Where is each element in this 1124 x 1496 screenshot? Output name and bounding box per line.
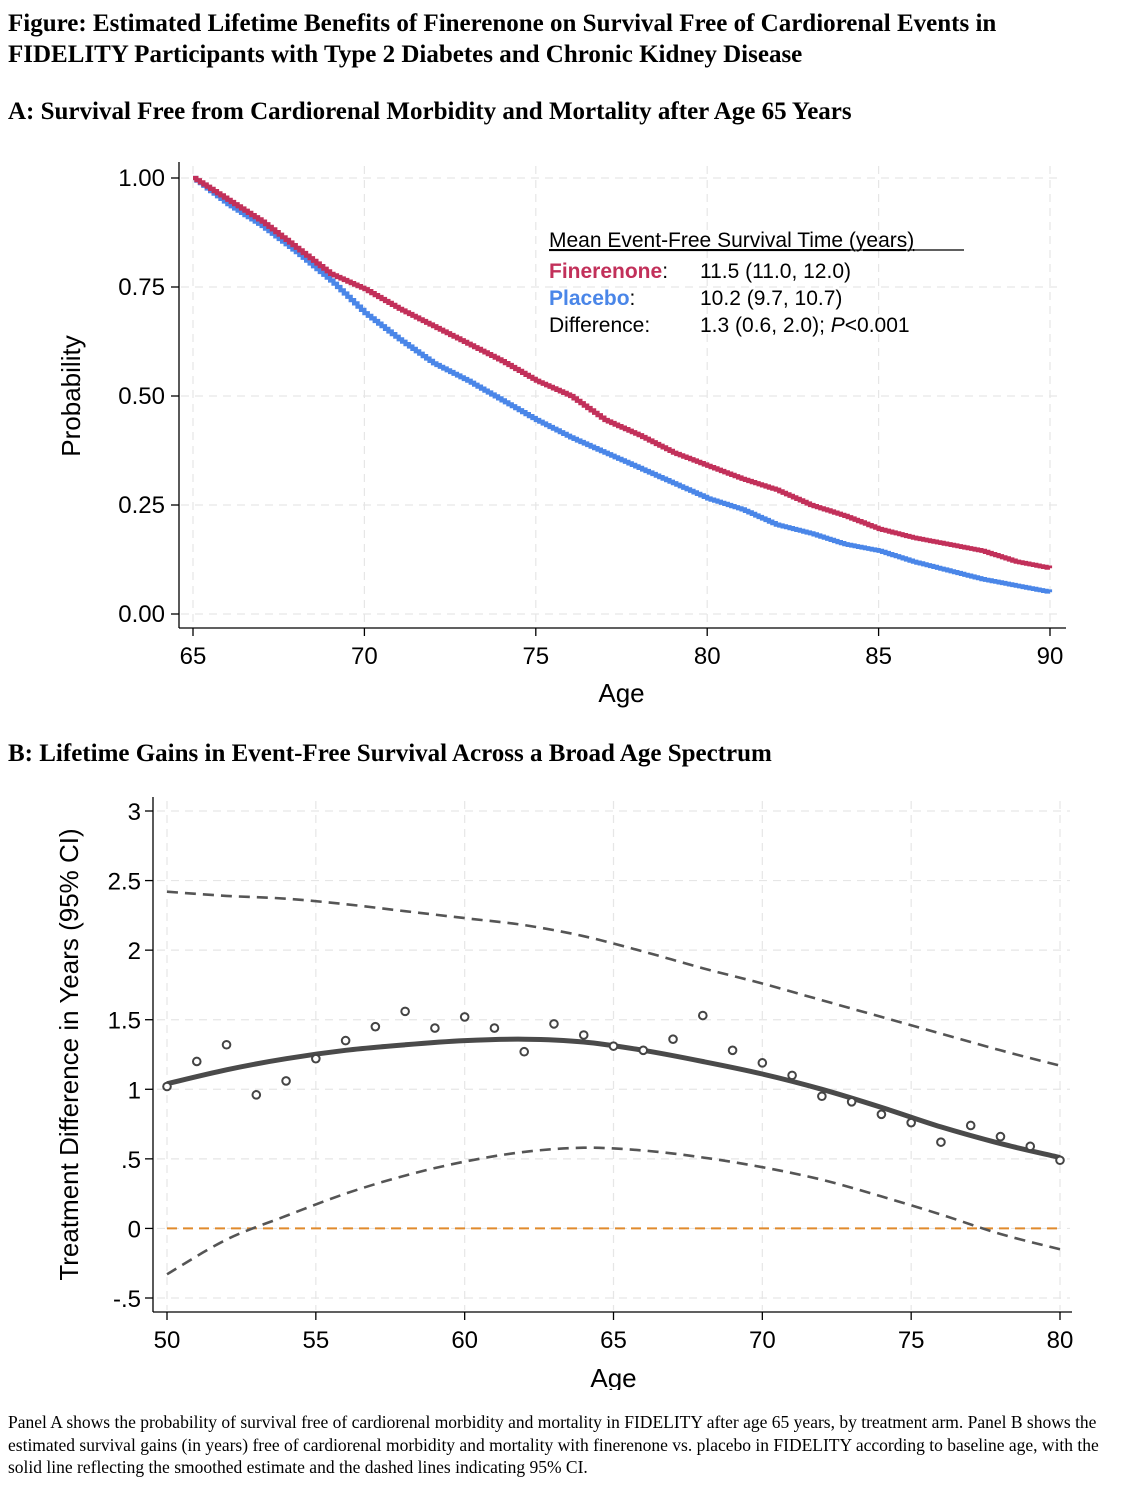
ci-upper-line xyxy=(166,890,1061,1067)
x-tick-label: 75 xyxy=(898,1327,925,1354)
legend-placebo-label: Placebo: xyxy=(549,287,635,310)
x-axis-label: Age xyxy=(598,678,644,708)
x-tick-label: 65 xyxy=(180,643,207,670)
legend-heading: Mean Event-Free Survival Time (years) xyxy=(549,229,914,252)
x-tick-label: 70 xyxy=(351,643,378,670)
legend-finerenone-name: Finerenone xyxy=(549,260,662,283)
legend-difference-label: Difference: xyxy=(549,314,650,337)
x-tick-label: 55 xyxy=(302,1327,329,1354)
series-line-finerenone xyxy=(193,175,1053,570)
x-tick-label: 65 xyxy=(600,1327,627,1354)
y-tick-label: 0.75 xyxy=(118,274,165,301)
legend-p-value: <0.001 xyxy=(845,314,910,337)
legend-placebo-colon: : xyxy=(630,287,636,310)
y-tick-label: 2.5 xyxy=(108,869,141,896)
legend-difference-estimate: 1.3 (0.6, 2.0); xyxy=(700,314,831,337)
estimate-point xyxy=(608,1041,619,1051)
estimate-point xyxy=(281,1076,291,1086)
x-tick-label: 75 xyxy=(522,643,549,670)
estimate-point xyxy=(578,1030,589,1040)
y-tick-label: 0.25 xyxy=(118,492,165,519)
estimate-point xyxy=(311,1053,321,1064)
y-tick-label: 0 xyxy=(128,1216,141,1243)
estimate-point xyxy=(906,1117,916,1128)
legend-placebo-name: Placebo xyxy=(549,287,630,310)
x-tick-label: 80 xyxy=(1047,1327,1074,1354)
y-axis-label: Treatment Difference in Years (95% CI) xyxy=(54,828,84,1280)
y-tick-label: 1.5 xyxy=(108,1008,141,1035)
estimate-point xyxy=(549,1019,559,1029)
legend-finerenone-label: Finerenone: xyxy=(549,260,668,283)
x-tick-label: 60 xyxy=(451,1327,478,1354)
y-tick-label: 1 xyxy=(128,1077,141,1104)
estimate-point xyxy=(787,1070,797,1081)
estimate-point xyxy=(698,1010,708,1021)
x-tick-label: 85 xyxy=(865,643,892,670)
figure-title: Figure: Estimated Lifetime Benefits of F… xyxy=(8,10,997,68)
estimate-point xyxy=(251,1090,262,1100)
series-line-placebo xyxy=(193,175,1053,594)
x-tick-label: 90 xyxy=(1037,643,1064,670)
estimate-point xyxy=(1055,1155,1065,1166)
x-tick-label: 70 xyxy=(749,1327,776,1354)
y-tick-label: .5 xyxy=(121,1147,141,1174)
estimate-point xyxy=(727,1045,738,1056)
panel-b-title: B: Lifetime Gains in Event-Free Survival… xyxy=(8,740,772,767)
legend-difference-value: 1.3 (0.6, 2.0); P<0.001 xyxy=(700,314,910,337)
y-tick-label: 0.00 xyxy=(118,601,165,628)
x-axis-label: Age xyxy=(590,1363,636,1390)
estimate-point xyxy=(936,1137,946,1147)
estimate-point xyxy=(489,1023,500,1033)
legend-p-symbol: P xyxy=(831,314,845,337)
y-axis-label: Probability xyxy=(56,335,86,456)
legend-finerenone-colon: : xyxy=(662,260,668,283)
estimate-point xyxy=(370,1021,381,1032)
estimate-point xyxy=(459,1012,470,1022)
estimate-point xyxy=(817,1091,827,1102)
estimate-point xyxy=(995,1131,1006,1142)
panel-a-title: A: Survival Free from Cardiorenal Morbid… xyxy=(8,98,852,125)
legend-finerenone-value: 11.5 (11.0, 12.0) xyxy=(700,260,851,283)
estimate-point xyxy=(876,1109,887,1120)
estimate-point xyxy=(191,1056,202,1067)
panel-a-chart: 0.00 0.25 0.50 0.75 1.00 65 70 75 80 85 90 Age Proba… xyxy=(56,162,1066,708)
estimate-point xyxy=(162,1081,172,1092)
estimate-point xyxy=(430,1023,440,1033)
estimate-point xyxy=(519,1046,530,1057)
x-tick-label: 50 xyxy=(154,1327,181,1354)
estimate-point xyxy=(668,1034,678,1044)
estimate-point xyxy=(638,1045,649,1056)
estimate-point xyxy=(1025,1141,1036,1152)
estimate-point xyxy=(400,1006,410,1017)
estimate-point xyxy=(221,1039,232,1050)
y-tick-label: 2 xyxy=(128,938,141,965)
y-tick-label: 1.00 xyxy=(118,165,165,192)
y-tick-label: 0.50 xyxy=(118,383,165,410)
ci-lower-line xyxy=(166,1146,1061,1276)
y-tick-label: -.5 xyxy=(113,1286,141,1313)
estimate-point xyxy=(340,1035,351,1046)
panel-b-chart: -.5 0 .5 1 1.5 2 2.5 3 50 55 60 65 70 75 80 Age Treatmen… xyxy=(54,797,1074,1390)
estimate-point xyxy=(846,1097,857,1107)
estimate-point xyxy=(757,1058,768,1068)
legend-placebo-value: 10.2 (9.7, 10.7) xyxy=(700,287,842,310)
x-tick-label: 80 xyxy=(694,643,721,670)
figure-caption: Panel A shows the probability of surviva… xyxy=(8,1412,1099,1477)
estimate-point xyxy=(965,1120,976,1131)
y-tick-label: 3 xyxy=(128,799,141,826)
